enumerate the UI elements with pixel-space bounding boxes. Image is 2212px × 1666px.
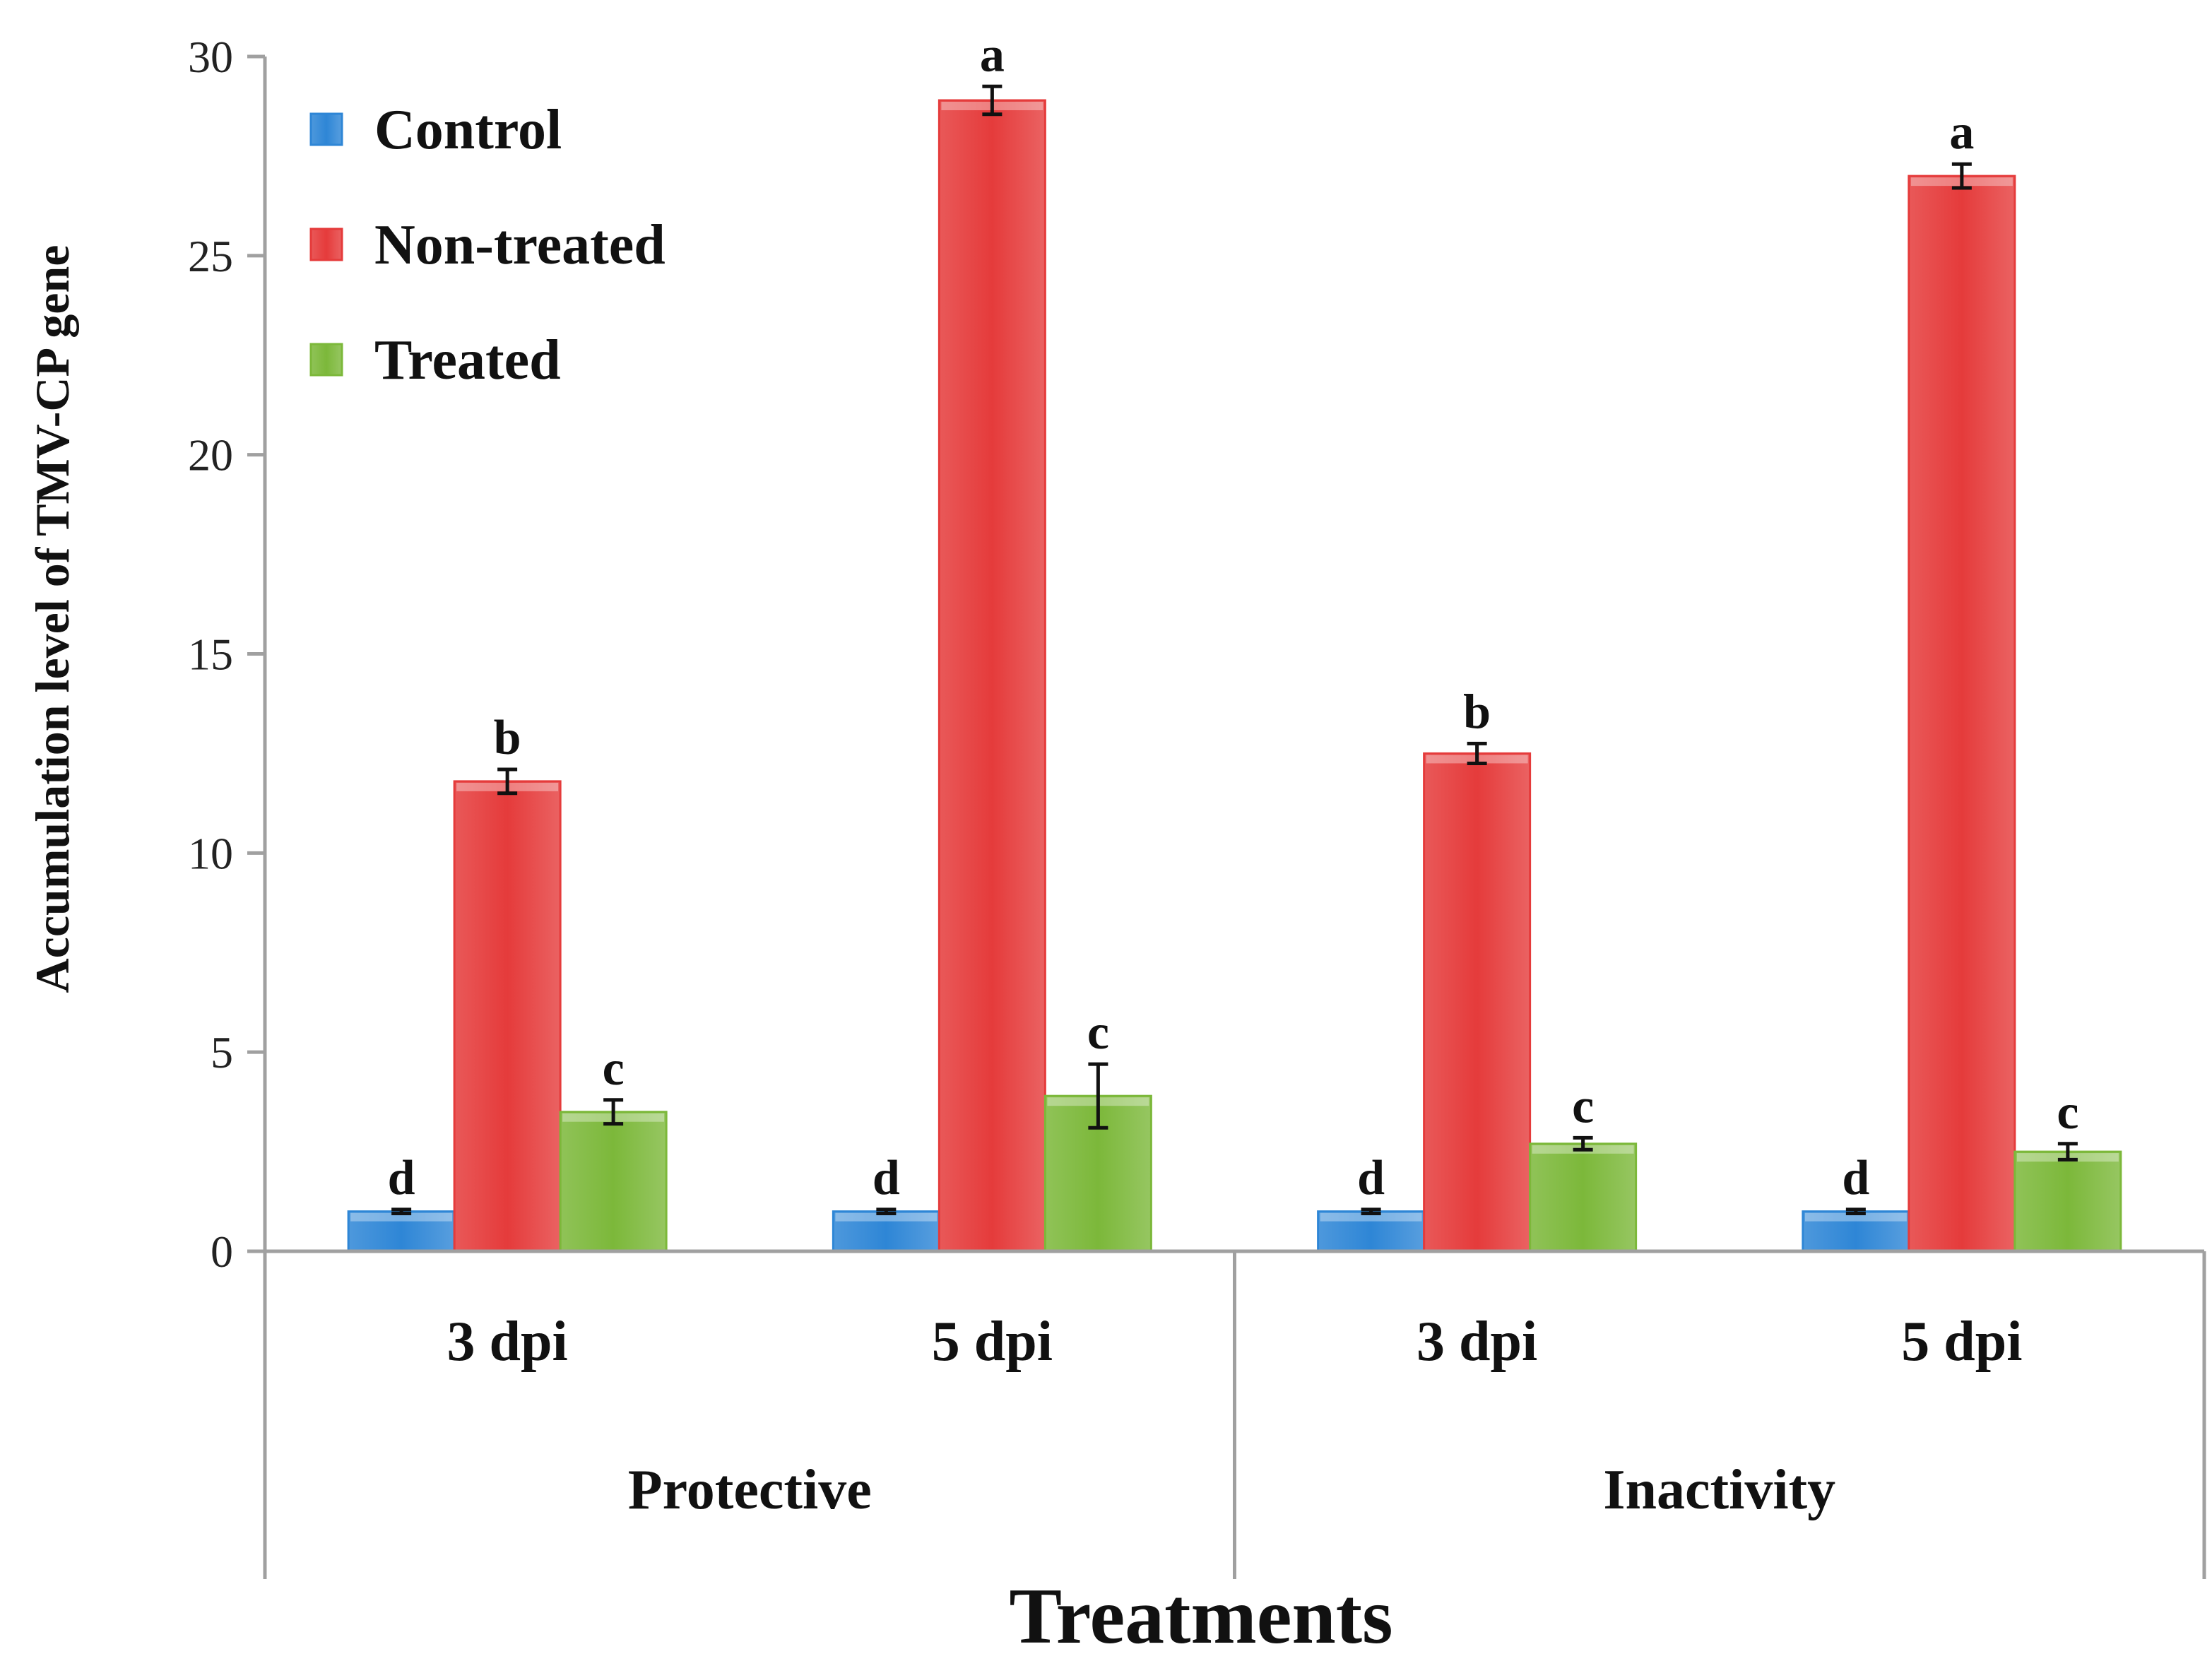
plot-area: d b c d a c d b c d a c [347,28,2122,1253]
group-label: Inactivity [1603,1459,1835,1521]
bar-highlight [1320,1212,1422,1222]
bar-non-treated [938,99,1046,1253]
bar-non-treated [1908,175,2016,1253]
significance-letter: a [1949,105,1974,160]
legend: Control Non-treated Treated [309,99,666,391]
y-tick-label: 25 [188,231,233,281]
legend-label: Non-treated [374,214,666,276]
significance-letter: c [1572,1079,1594,1133]
legend-swatch-control [309,112,343,146]
y-tick-label: 5 [211,1027,233,1077]
axes: 0 5 10 15 20 25 30 3 dpi 5 dpi Protective 3 dpi 5 d… [188,32,2206,1579]
x-category-label: 5 dpi [1901,1311,2022,1373]
y-tick-label: 0 [211,1227,233,1277]
significance-letter: d [1357,1151,1385,1205]
significance-letter: c [603,1041,625,1096]
significance-letter: b [494,711,521,765]
bar-highlight [1804,1212,1907,1222]
y-tick-label: 10 [188,828,233,878]
y-tick-label: 20 [188,430,233,480]
significance-letter: d [388,1151,415,1205]
significance-letter: c [1087,1005,1109,1060]
x-category-label: 3 dpi [447,1311,568,1373]
legend-swatch-non-treated [309,228,343,261]
y-axis-title: Accumulation level of TMV-CP gene [25,245,79,993]
bar-treated [559,1111,668,1253]
bar-treated [2013,1150,2122,1253]
x-category-label: 5 dpi [932,1311,1053,1373]
legend-label: Treated [374,329,561,391]
x-category-label: 3 dpi [1416,1311,1537,1373]
y-tick-label: 30 [188,32,233,82]
bar-non-treated [453,780,562,1253]
significance-letter: d [873,1151,900,1205]
bar-treated [1529,1142,1638,1253]
legend-swatch-treated [309,343,343,377]
bar-non-treated [1423,752,1532,1253]
bar-highlight [835,1212,938,1222]
significance-letter: a [980,28,1005,82]
bar-highlight [350,1212,453,1222]
bar-control [347,1210,456,1253]
significance-letter: c [2057,1085,2078,1140]
group-label: Protective [628,1459,872,1521]
significance-letter: d [1842,1151,1869,1205]
y-tick-label: 15 [188,630,233,680]
legend-label: Control [374,99,562,161]
significance-letter: b [1463,685,1491,739]
x-axis-title: Treatments [1009,1573,1392,1660]
